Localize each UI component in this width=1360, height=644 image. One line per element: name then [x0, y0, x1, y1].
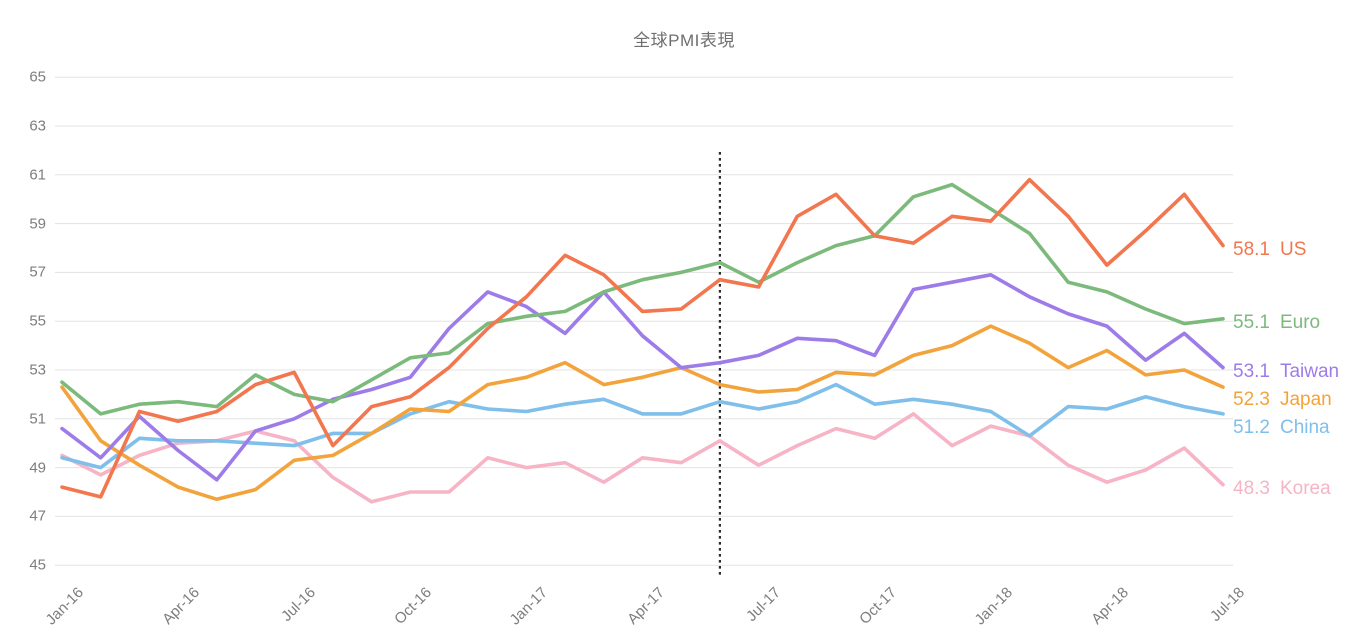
series-end-label-us: 58.1 US: [1233, 239, 1306, 261]
series-end-label-china: 51.2 China: [1233, 417, 1330, 439]
series-line-euro: [60, 182, 1225, 416]
series-end-value: 55.1: [1233, 311, 1270, 333]
chart-title: 全球PMI表現: [633, 31, 735, 50]
series-end-label-japan: 52.3 Japan: [1233, 389, 1332, 411]
y-tick-label: 49: [29, 459, 46, 477]
series-end-value: 58.1: [1233, 238, 1270, 260]
series-name: China: [1279, 416, 1330, 438]
series-end-label-euro: 55.1 Euro: [1233, 312, 1320, 334]
series-end-value: 52.3: [1233, 388, 1270, 410]
y-tick-label: 63: [29, 117, 46, 135]
series-name: US: [1279, 238, 1307, 260]
series-name: Euro: [1279, 311, 1321, 333]
series-line-japan: [60, 324, 1225, 502]
y-tick-label: 57: [29, 263, 46, 281]
series-name: Korea: [1279, 477, 1331, 499]
series-end-value: 53.1: [1233, 360, 1270, 382]
series-line-us: [60, 177, 1225, 499]
series-end-value: 48.3: [1233, 477, 1270, 499]
y-tick-label: 55: [29, 312, 46, 330]
series-line-china: [60, 382, 1225, 470]
series-end-label-korea: 48.3 Korea: [1233, 478, 1331, 500]
y-tick-label: 53: [29, 361, 46, 379]
y-tick-label: 51: [29, 410, 46, 428]
y-tick-label: 61: [29, 166, 46, 184]
series-end-label-taiwan: 53.1 Taiwan: [1233, 361, 1339, 383]
series-name: Taiwan: [1279, 360, 1340, 382]
series-name: Japan: [1279, 388, 1332, 410]
series-line-taiwan: [60, 272, 1225, 482]
y-tick-label: 59: [29, 215, 46, 233]
y-tick-label: 45: [29, 556, 46, 574]
series-end-value: 51.2: [1233, 416, 1270, 438]
y-tick-label: 47: [29, 507, 46, 525]
y-tick-label: 65: [29, 68, 46, 86]
